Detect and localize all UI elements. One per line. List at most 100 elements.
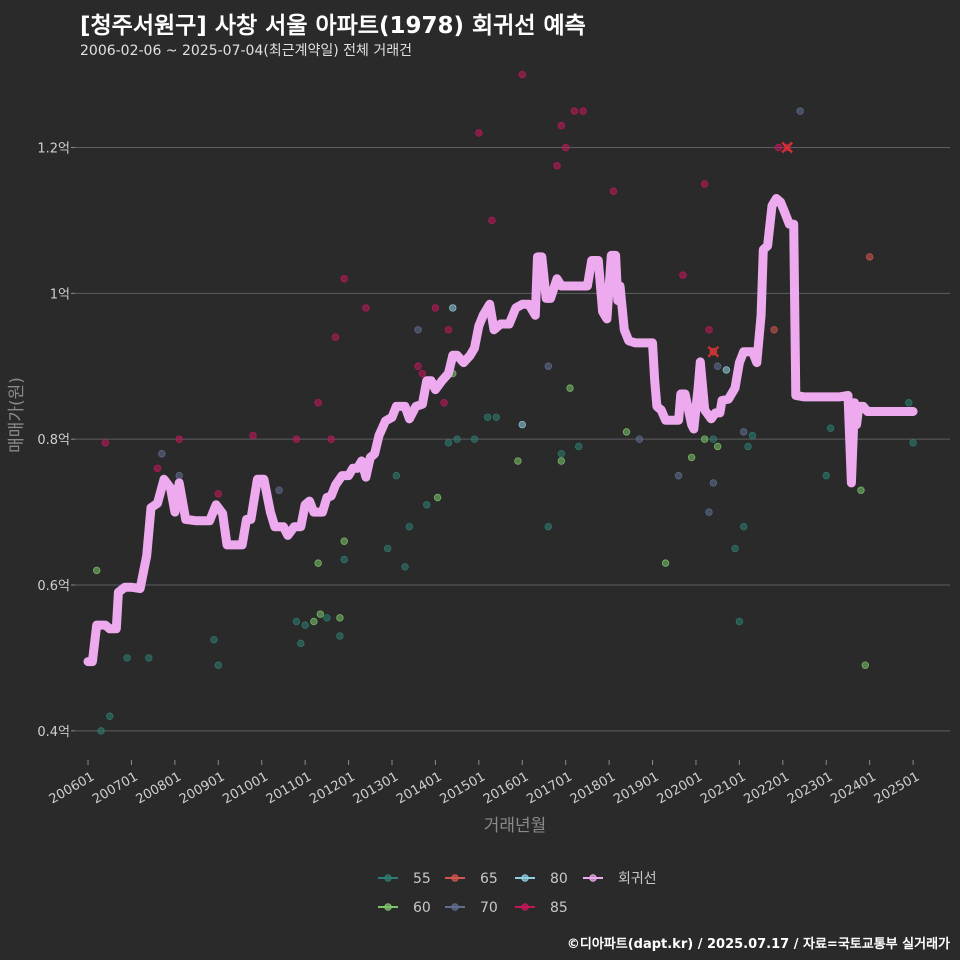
point-55 [323,614,331,622]
y-tick-label: 1.2억 [37,142,70,157]
legend-swatch-dot [451,903,459,911]
legend-label: 65 [480,871,498,887]
point-55 [822,471,830,480]
point-85 [175,435,183,443]
point-60 [93,566,101,575]
y-tick-label: 0.6억 [37,579,70,594]
point-70 [713,362,722,370]
legend-item-regression: 회귀선 [583,871,657,887]
point-85 [331,333,340,341]
point-55 [210,635,218,644]
legend-item-65: 65 [445,871,498,887]
legend-label: 85 [550,900,568,916]
highlight-x-marker [707,345,720,358]
point-85 [609,187,618,195]
point-70 [544,362,553,370]
point-55 [336,632,344,640]
point-60 [622,428,631,436]
y-axis-ticks: 0.4억 0.6억 0.8억 1억 1.2억 [37,142,75,740]
legend-swatch-dot [384,874,392,882]
point-60 [861,661,870,669]
point-85 [327,435,335,443]
point-55 [709,435,718,443]
point-55 [731,544,739,553]
x-tick-label: 201001 [220,769,270,807]
point-85 [705,326,713,334]
point-85 [488,216,496,225]
point-85 [418,369,427,378]
point-55 [735,617,744,626]
legend: 55 65 80 회귀선 60 70 85 [378,871,657,916]
legend-swatch-dot [521,903,529,911]
point-70 [414,326,422,334]
point-80 [449,304,457,312]
legend-label: 70 [480,900,498,916]
point-55 [292,617,301,626]
point-85 [314,399,322,407]
point-85 [700,180,709,188]
point-55 [544,522,553,531]
point-70 [674,471,683,480]
point-55 [401,563,409,571]
x-tick-label: 201201 [307,769,357,807]
point-85 [249,431,257,440]
point-60 [514,457,522,465]
point-85 [292,435,301,443]
x-tick-label: 202501 [872,769,922,807]
point-65 [770,326,778,334]
point-55 [826,424,835,432]
x-tick-label: 202301 [785,769,835,807]
point-55 [444,439,453,447]
point-70 [709,479,718,487]
legend-item-80: 80 [515,871,568,887]
point-60 [433,493,442,502]
point-85 [553,162,561,170]
point-55 [453,435,461,443]
point-55 [557,450,566,458]
legend-item-60: 60 [378,900,431,916]
legend-item-55: 55 [378,871,431,887]
point-80 [722,366,731,374]
x-tick-label: 201101 [264,769,314,807]
point-55 [340,555,348,564]
point-55 [744,442,752,451]
point-85 [101,439,110,447]
legend-swatch-dot [521,874,529,882]
regression-line [83,194,918,667]
credit-text: ©디아파트(dapt.kr) / 2025.07.17 / 자료=국토교통부 실… [566,937,950,952]
highlight-x-marker [781,141,794,154]
point-55 [383,544,392,553]
y-axis-title: 매매가(원) [7,377,27,453]
x-tick-label: 202001 [655,769,705,807]
point-55 [123,654,131,662]
x-tick-label: 200801 [134,769,184,807]
point-60 [700,435,709,443]
point-85 [518,70,526,79]
legend-swatch-dot [451,874,459,882]
point-85 [340,275,348,283]
point-70 [796,107,804,115]
x-tick-label: 201801 [568,769,618,807]
legend-swatch-dot [384,903,392,911]
point-55 [905,399,913,407]
point-60 [310,617,318,626]
x-tick-label: 201301 [351,769,401,807]
chart-subtitle: 2006-02-06 ~ 2025-07-04(최근계약일) 전체 거래건 [80,43,412,59]
y-tick-label: 1억 [50,287,70,302]
point-55 [97,727,105,735]
x-tick-label: 200901 [177,769,227,807]
chart-title: [청주서원구] 사창 서울 아파트(1978) 회귀선 예측 [80,13,586,39]
point-85 [679,271,687,279]
point-70 [175,471,183,480]
point-60 [687,453,696,462]
point-55 [740,522,748,531]
x-tick-label: 202101 [698,769,748,807]
x-axis-title: 거래년월 [484,816,547,836]
point-65 [865,253,874,261]
point-60 [316,610,325,618]
point-55 [106,712,114,720]
x-tick-label: 202201 [742,769,792,807]
point-85 [444,326,453,334]
x-axis-ticks: 2006012007012008012009012010012011012012… [47,760,922,807]
